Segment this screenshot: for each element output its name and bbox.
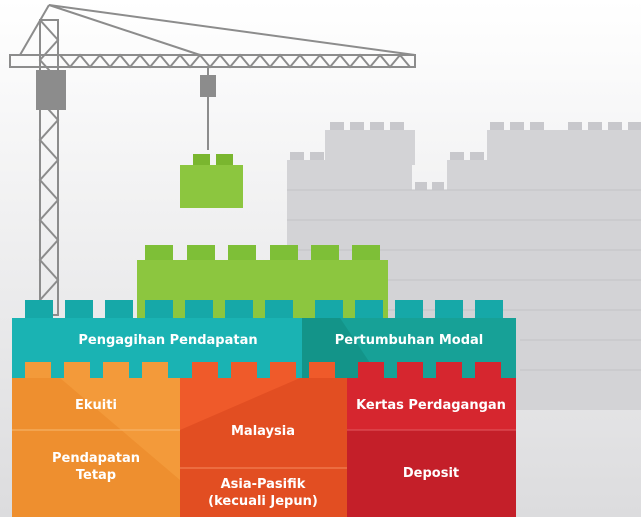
label-line: Tetap	[76, 468, 116, 483]
label-line: Asia-Pasifik	[221, 477, 306, 492]
label-line: Deposit	[403, 466, 459, 481]
label-line: Pendapatan	[52, 451, 140, 466]
block-label: Pengagihan Pendapatan	[78, 333, 257, 348]
label-line: (kecuali Jepun)	[208, 494, 318, 509]
block-label: Kertas Perdagangan	[356, 398, 506, 413]
label-line: Pertumbuhan Modal	[335, 333, 484, 348]
block-label: Malaysia	[231, 424, 295, 439]
label-line: Ekuiti	[75, 398, 117, 413]
crane-trolley	[200, 75, 216, 97]
label-line: Kertas Perdagangan	[356, 398, 506, 413]
crane-cab	[36, 70, 66, 110]
label-line: Pengagihan Pendapatan	[78, 333, 257, 348]
block-label: Pertumbuhan Modal	[335, 333, 484, 348]
infographic: Pengagihan Pendapatan Pertumbuhan Modal …	[0, 0, 641, 517]
block-label: Deposit	[403, 466, 459, 481]
block-label: Ekuiti	[75, 398, 117, 413]
label-line: Malaysia	[231, 424, 295, 439]
